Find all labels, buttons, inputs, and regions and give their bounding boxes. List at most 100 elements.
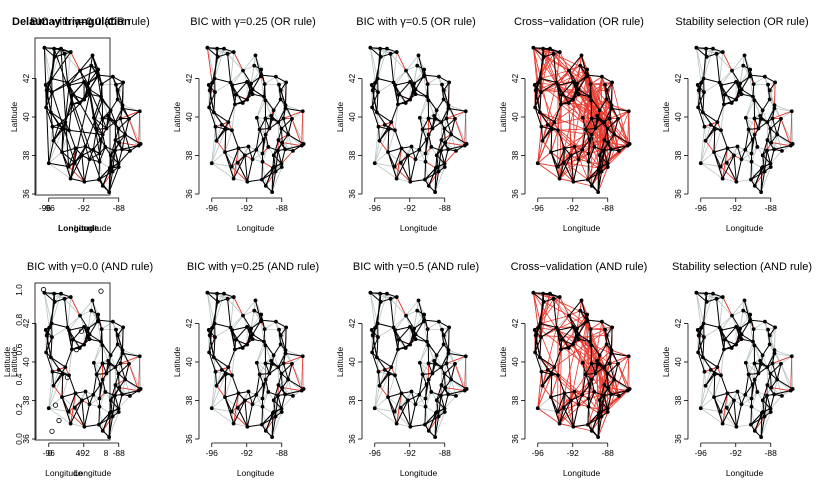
station-node <box>425 95 429 99</box>
edge-selected-nonlocal <box>217 141 225 152</box>
station-node <box>713 127 717 131</box>
station-node <box>761 165 765 169</box>
station-node <box>562 161 566 165</box>
station-node <box>425 138 429 142</box>
station-node <box>571 98 575 102</box>
edge-candidate <box>68 297 71 327</box>
station-node <box>109 108 113 112</box>
edge-layer <box>207 293 303 437</box>
station-node <box>230 165 234 169</box>
station-node <box>602 120 606 124</box>
y-axis-label: Latitude <box>9 102 19 133</box>
station-node <box>280 127 284 131</box>
station-node <box>539 90 543 94</box>
x-tick-label: -96 <box>695 203 708 213</box>
station-node <box>567 69 571 73</box>
edge-selected-nonlocal <box>54 386 62 397</box>
overlay-y-tick-label: 0.0 <box>14 433 24 445</box>
station-node <box>696 83 700 87</box>
station-node <box>719 128 723 132</box>
station-node <box>114 383 118 387</box>
station-node <box>590 117 594 121</box>
edge-selected-local <box>703 112 717 122</box>
edge-selected-local <box>573 180 588 182</box>
edge-selected-local <box>225 374 226 397</box>
y-axis-label: Latitude <box>335 102 345 133</box>
edge-selected-local <box>84 159 89 182</box>
station-node <box>113 120 117 124</box>
station-node <box>555 81 559 85</box>
station-node <box>106 359 110 363</box>
edge-candidate <box>102 329 116 330</box>
station-node <box>725 161 729 165</box>
station-node <box>775 133 779 137</box>
station-node <box>262 95 266 99</box>
station-node <box>69 422 73 426</box>
edge-selected-nonlocal <box>397 52 406 71</box>
station-node <box>768 88 772 92</box>
panel-3: BIC with γ=0.5 (OR rule)36384042Latitude… <box>335 16 476 233</box>
edge-selected-local <box>51 357 65 367</box>
station-node <box>91 393 95 397</box>
station-node <box>226 52 230 56</box>
station-node <box>759 190 763 194</box>
station-node <box>744 116 748 120</box>
station-node <box>251 157 255 161</box>
edge-selected-local <box>111 344 118 355</box>
station-node <box>261 160 265 164</box>
edge-candidate <box>428 84 442 85</box>
edge-selected-local <box>102 77 113 84</box>
station-node <box>424 152 428 156</box>
station-node <box>128 394 132 398</box>
station-node <box>387 127 391 131</box>
station-node <box>612 133 616 137</box>
station-node <box>422 75 426 79</box>
station-node <box>98 405 102 409</box>
edge-selected-nonlocal <box>791 111 792 145</box>
station-node <box>598 165 602 169</box>
station-node <box>51 370 55 374</box>
station-node <box>417 148 421 152</box>
y-axis-label: Latitude <box>172 347 182 378</box>
overlay-y-axis-label: Latitude <box>2 347 12 378</box>
station-node <box>138 109 142 113</box>
x-axis-label: Longitude <box>237 223 275 233</box>
edge-selected-local <box>262 162 263 180</box>
station-node <box>57 368 61 372</box>
y-tick-label: 38 <box>184 396 194 406</box>
station-node <box>752 98 756 102</box>
station-node <box>596 190 600 194</box>
station-node <box>723 93 727 97</box>
y-tick-label: 36 <box>21 189 31 199</box>
y-tick-label: 40 <box>184 112 194 122</box>
station-node <box>399 161 403 165</box>
station-node <box>284 103 288 107</box>
station-node <box>697 88 701 92</box>
station-node <box>245 80 249 84</box>
station-node <box>52 292 56 296</box>
station-node <box>577 92 581 96</box>
station-node <box>600 75 604 79</box>
station-node <box>740 92 744 96</box>
station-node <box>100 82 104 86</box>
station-node <box>406 153 410 157</box>
edge-selected-local <box>215 323 231 327</box>
station-node <box>50 335 54 339</box>
station-node <box>751 95 755 99</box>
station-node <box>386 150 390 154</box>
station-node <box>715 120 719 124</box>
station-node <box>443 162 447 166</box>
edge-selected-local <box>388 129 389 152</box>
station-node <box>790 109 794 113</box>
station-node <box>395 177 399 181</box>
station-node <box>117 141 121 145</box>
station-node <box>705 55 709 59</box>
station-node <box>598 153 602 157</box>
station-node <box>702 77 706 81</box>
station-node <box>702 90 706 94</box>
station-node <box>439 120 443 124</box>
station-node <box>600 170 604 174</box>
